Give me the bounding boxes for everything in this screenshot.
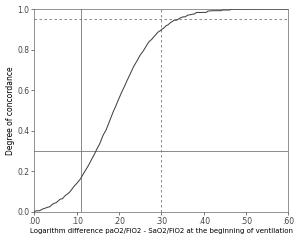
X-axis label: Logarithm difference paO2/FiO2 - SaO2/FiO2 at the beginning of ventilation: Logarithm difference paO2/FiO2 - SaO2/Fi… [30, 228, 293, 234]
Y-axis label: Degree of concordance: Degree of concordance [6, 66, 15, 155]
